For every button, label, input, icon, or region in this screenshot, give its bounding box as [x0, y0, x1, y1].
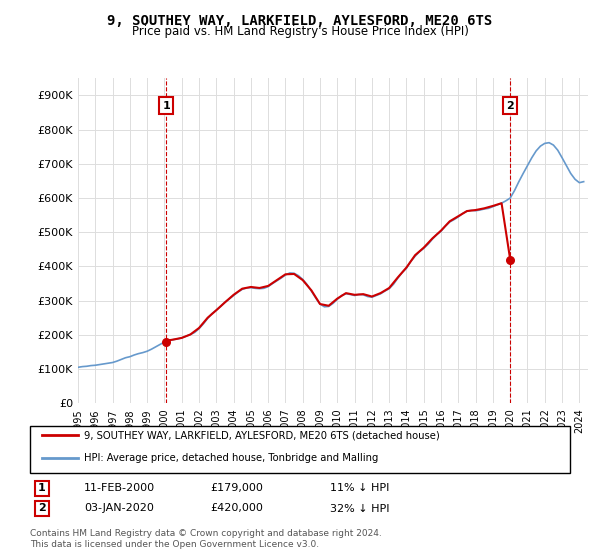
Text: Price paid vs. HM Land Registry's House Price Index (HPI): Price paid vs. HM Land Registry's House … — [131, 25, 469, 38]
Text: 9, SOUTHEY WAY, LARKFIELD, AYLESFORD, ME20 6TS (detached house): 9, SOUTHEY WAY, LARKFIELD, AYLESFORD, ME… — [84, 430, 440, 440]
Text: £179,000: £179,000 — [210, 483, 263, 493]
Point — [161, 338, 171, 347]
Text: 32% ↓ HPI: 32% ↓ HPI — [330, 503, 389, 514]
Text: 1: 1 — [162, 101, 170, 111]
Point — [505, 255, 515, 264]
Text: 1: 1 — [38, 483, 46, 493]
Text: 11% ↓ HPI: 11% ↓ HPI — [330, 483, 389, 493]
Text: Contains HM Land Registry data © Crown copyright and database right 2024.
This d: Contains HM Land Registry data © Crown c… — [30, 529, 382, 549]
Text: 9, SOUTHEY WAY, LARKFIELD, AYLESFORD, ME20 6TS: 9, SOUTHEY WAY, LARKFIELD, AYLESFORD, ME… — [107, 14, 493, 28]
Text: HPI: Average price, detached house, Tonbridge and Malling: HPI: Average price, detached house, Tonb… — [84, 452, 379, 463]
Text: 2: 2 — [506, 101, 514, 111]
Text: £420,000: £420,000 — [210, 503, 263, 514]
Text: 03-JAN-2020: 03-JAN-2020 — [84, 503, 154, 514]
Text: 11-FEB-2000: 11-FEB-2000 — [84, 483, 155, 493]
Text: 2: 2 — [38, 503, 46, 514]
